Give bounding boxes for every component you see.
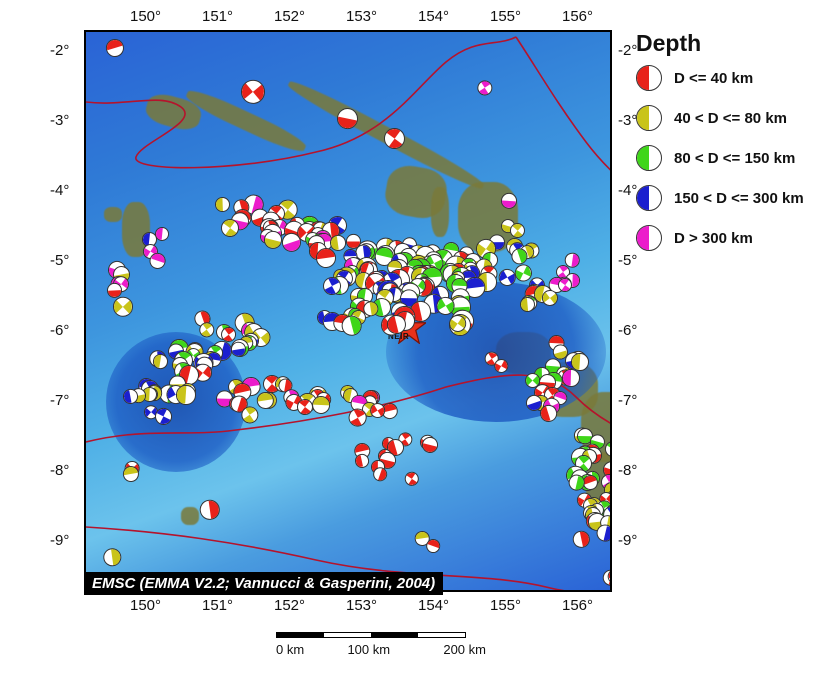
legend-item-0: D <= 40 km: [636, 65, 806, 91]
depth-legend: Depth D <= 40 km 40 < D <= 80 km 80 < D <=…: [636, 30, 806, 265]
legend-ball-icon-1: [636, 105, 662, 131]
scale-bar-track: [276, 632, 466, 638]
attribution-label: EMSC (EMMA V2.2; Vannucci & Gasperini, 2…: [84, 572, 443, 595]
scale-bar-widget: 0 km 100 km 200 km: [276, 632, 476, 657]
legend-item-2: 80 < D <= 150 km: [636, 145, 806, 171]
focal-mechanism-ball[interactable]: [501, 193, 518, 210]
legend-ball-icon-3: [636, 185, 662, 211]
focal-mechanism-ball[interactable]: [562, 369, 580, 387]
legend-ball-icon-0: [636, 65, 662, 91]
legend-item-1: 40 < D <= 80 km: [636, 105, 806, 131]
legend-ball-icon-2: [636, 145, 662, 171]
focal-mechanism-ball[interactable]: [152, 353, 169, 370]
focal-mechanism-ball[interactable]: [175, 384, 196, 405]
map-canvas: NEIR: [84, 30, 612, 592]
legend-items-list: D <= 40 km 40 < D <= 80 km 80 < D <= 150 k…: [636, 65, 806, 251]
focal-mechanism-ball[interactable]: [113, 297, 133, 317]
legend-label-2: 80 < D <= 150 km: [674, 150, 795, 167]
legend-ball-icon-4: [636, 225, 662, 251]
legend-title: Depth: [636, 30, 806, 57]
seismic-focal-mechanism-map: NEIR 150° 151° 152° 153° 154° 155° 156° …: [0, 0, 814, 677]
legend-label-1: 40 < D <= 80 km: [674, 110, 787, 127]
scale-bar-labels: 0 km 100 km 200 km: [276, 642, 486, 657]
legend-label-0: D <= 40 km: [674, 70, 753, 87]
legend-item-4: D > 300 km: [636, 225, 806, 251]
legend-item-3: 150 < D <= 300 km: [636, 185, 806, 211]
legend-label-4: D > 300 km: [674, 230, 753, 247]
legend-label-3: 150 < D <= 300 km: [674, 190, 804, 207]
focal-mechanism-ball[interactable]: [570, 352, 589, 371]
